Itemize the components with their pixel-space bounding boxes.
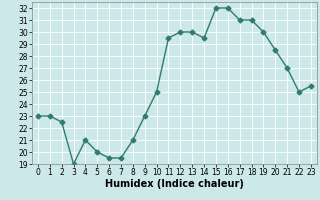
X-axis label: Humidex (Indice chaleur): Humidex (Indice chaleur) <box>105 179 244 189</box>
